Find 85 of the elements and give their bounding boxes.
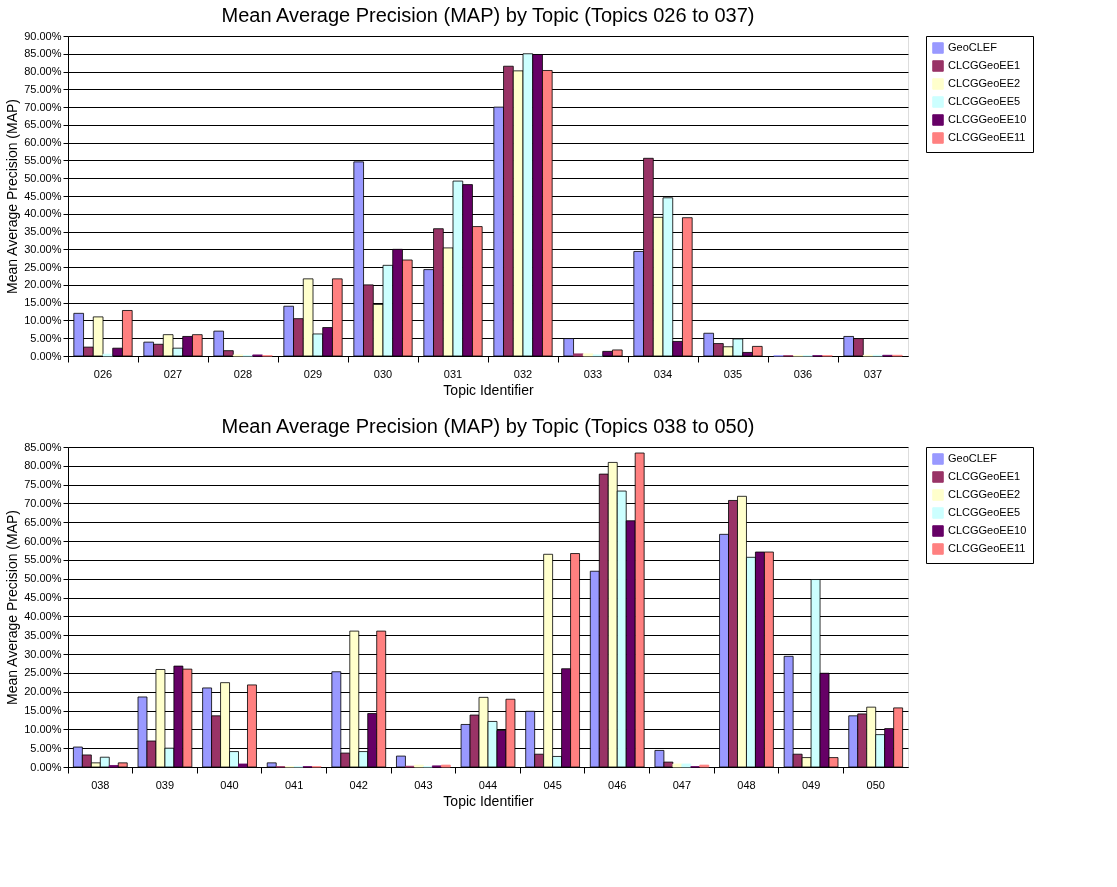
x-tick-label: 030 xyxy=(373,367,393,380)
x-axis-title: Topic Identifier xyxy=(443,792,534,809)
y-tick-label: 10.00% xyxy=(24,722,62,735)
chart-title: Mean Average Precision (MAP) by Topic (Topics 026 to 037) xyxy=(221,4,755,26)
y-tick-label: 15.00% xyxy=(24,296,62,309)
y-tick-label: 65.00% xyxy=(24,515,62,528)
y-tick-label: 80.00% xyxy=(24,459,62,472)
y-tick-label: 55.00% xyxy=(24,153,62,166)
x-tick-label: 034 xyxy=(653,367,673,380)
y-axis-title: Mean Average Precision (MAP) xyxy=(4,509,21,706)
x-tick-label: 038 xyxy=(91,778,110,791)
y-tick-label: 20.00% xyxy=(24,278,62,291)
legend-label: CLCGGeoEE10 xyxy=(948,113,1027,125)
bar xyxy=(238,763,248,768)
x-tick-label: 043 xyxy=(414,778,433,791)
legend-label: CLCGGeoEE2 xyxy=(948,77,1021,89)
x-tick-label: 045 xyxy=(543,778,562,791)
bar xyxy=(582,353,594,357)
y-tick-label: 65.00% xyxy=(24,118,62,131)
x-tick-label: 042 xyxy=(349,778,368,791)
bar xyxy=(681,763,692,768)
x-tick-label: 036 xyxy=(793,367,813,380)
legend-label: CLCGGeoEE5 xyxy=(948,95,1021,107)
y-tick-label: 10.00% xyxy=(24,313,62,326)
x-tick-label: 035 xyxy=(723,367,743,380)
y-tick-label: 90.00% xyxy=(24,29,62,42)
legend-label: CLCGGeoEE11 xyxy=(948,542,1026,554)
y-tick-label: 15.00% xyxy=(24,704,62,717)
legend-label: CLCGGeoEE11 xyxy=(948,131,1026,143)
y-tick-label: 0.00% xyxy=(30,349,62,362)
y-tick-label: 75.00% xyxy=(24,478,62,491)
y-tick-label: 45.00% xyxy=(24,591,62,604)
x-tick-label: 048 xyxy=(737,778,756,791)
y-tick-label: 5.00% xyxy=(30,331,62,344)
x-tick-label: 046 xyxy=(608,778,627,791)
legend-label: CLCGGeoEE2 xyxy=(948,488,1021,500)
x-tick-label: 050 xyxy=(866,778,885,791)
y-tick-label: 35.00% xyxy=(24,225,62,238)
bar xyxy=(672,763,683,768)
y-tick-label: 80.00% xyxy=(24,65,62,78)
x-tick-label: 033 xyxy=(583,367,603,380)
bar xyxy=(573,353,584,357)
y-tick-label: 40.00% xyxy=(24,609,62,622)
x-tick-label: 039 xyxy=(155,778,175,791)
x-tick-label: 032 xyxy=(513,367,533,380)
legend-label: CLCGGeoEE1 xyxy=(948,470,1021,482)
y-tick-label: 85.00% xyxy=(24,47,62,60)
x-tick-label: 041 xyxy=(284,778,304,791)
y-tick-label: 75.00% xyxy=(24,82,62,95)
y-tick-label: 5.00% xyxy=(30,741,62,754)
y-tick-label: 30.00% xyxy=(24,647,62,660)
y-axis-title: Mean Average Precision (MAP) xyxy=(4,98,21,295)
y-tick-label: 25.00% xyxy=(24,666,62,679)
legend-label: CLCGGeoEE10 xyxy=(948,524,1027,536)
y-tick-label: 45.00% xyxy=(24,189,62,202)
legend-label: CLCGGeoEE1 xyxy=(948,59,1021,71)
y-tick-label: 0.00% xyxy=(30,760,62,773)
x-tick-label: 028 xyxy=(233,367,253,380)
y-tick-label: 70.00% xyxy=(24,496,62,509)
y-tick-label: 50.00% xyxy=(24,572,62,585)
y-tick-label: 70.00% xyxy=(24,100,62,113)
y-tick-label: 55.00% xyxy=(24,553,62,566)
y-tick-label: 25.00% xyxy=(24,260,62,273)
x-tick-label: 047 xyxy=(672,778,692,791)
x-tick-label: 031 xyxy=(443,367,463,380)
y-tick-label: 60.00% xyxy=(24,136,62,149)
x-tick-label: 027 xyxy=(163,367,183,380)
x-tick-label: 049 xyxy=(801,778,821,791)
y-tick-label: 30.00% xyxy=(24,242,62,255)
chart-title: Mean Average Precision (MAP) by Topic (Topics 038 to 050) xyxy=(221,415,755,437)
x-tick-label: 029 xyxy=(303,367,323,380)
legend-label: GeoCLEF xyxy=(948,41,998,53)
x-tick-label: 037 xyxy=(863,367,883,380)
y-tick-label: 50.00% xyxy=(24,171,62,184)
y-tick-label: 60.00% xyxy=(24,534,62,547)
x-tick-label: 026 xyxy=(93,367,113,380)
legend-label: CLCGGeoEE5 xyxy=(948,506,1021,518)
x-axis-title: Topic Identifier xyxy=(443,381,534,398)
y-tick-label: 85.00% xyxy=(24,440,62,453)
x-tick-label: 040 xyxy=(220,778,239,791)
legend-label: GeoCLEF xyxy=(948,452,998,464)
y-tick-label: 35.00% xyxy=(24,628,62,641)
y-tick-label: 20.00% xyxy=(24,685,62,698)
x-tick-label: 044 xyxy=(478,778,498,791)
y-tick-label: 40.00% xyxy=(24,207,62,220)
